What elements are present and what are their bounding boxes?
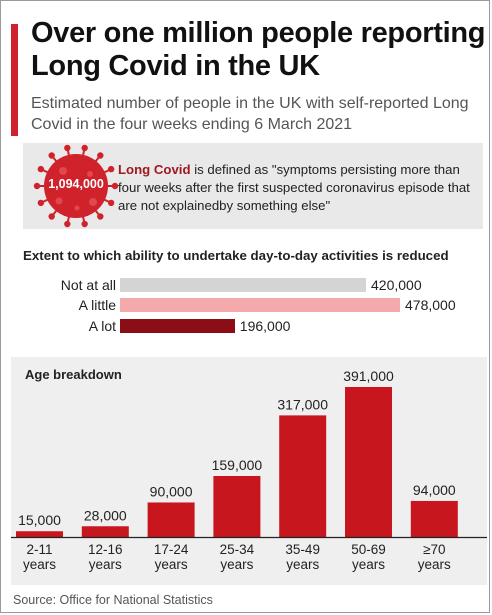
extent-bar <box>120 298 400 312</box>
extent-label: Not at all <box>60 277 116 293</box>
age-value-label: 90,000 <box>150 483 193 499</box>
age-bar <box>345 387 392 537</box>
age-category-label: 17-24 <box>154 542 189 557</box>
age-category-label: 12-16 <box>88 542 123 557</box>
extent-value-label: 478,000 <box>405 297 456 313</box>
age-value-label: 391,000 <box>343 368 394 384</box>
age-category-label: ≥70 <box>423 542 445 557</box>
age-category-label: years <box>89 557 122 572</box>
source-note: Source: Office for National Statistics <box>13 593 213 607</box>
age-value-label: 15,000 <box>18 512 61 528</box>
age-bar-chart: 15,0002-11years28,00012-16years90,00017-… <box>11 368 487 572</box>
extent-bar <box>120 319 235 333</box>
extent-bar <box>120 278 367 292</box>
age-category-label: years <box>155 557 188 572</box>
extent-value-label: 420,000 <box>371 277 422 293</box>
age-bar <box>410 500 458 537</box>
extent-value-label: 196,000 <box>239 318 291 334</box>
extent-label: A lot <box>88 318 116 334</box>
age-bar <box>81 526 129 537</box>
age-chart-panel: Age breakdown 15,000 2-11 years 28,000 12-16… <box>11 357 487 585</box>
age-category-label: 35-49 <box>285 542 320 557</box>
age-bar <box>279 415 327 537</box>
age-value-label: 317,000 <box>277 396 328 412</box>
title-accent-bar <box>11 24 18 136</box>
age-category-label: 2-11 <box>26 542 52 557</box>
page-title: Over one million people reporting Long C… <box>31 17 486 82</box>
definition-body: is defined as "symptoms persisting more … <box>118 162 470 213</box>
age-chart-title: Age breakdown <box>25 367 122 382</box>
age-bar <box>16 531 63 537</box>
total-count-badge: 1,094,000 <box>48 177 104 191</box>
definition-text: Long Covid is defined as "symptoms persi… <box>118 161 478 215</box>
age-bar <box>147 502 195 537</box>
extent-chart-title: Extent to which ability to undertake day… <box>23 248 449 263</box>
age-value-label: 94,000 <box>413 482 456 498</box>
age-value-label: 28,000 <box>84 507 127 523</box>
page-subtitle: Estimated number of people in the UK wit… <box>31 95 469 133</box>
age-category-label: 25-34 <box>220 542 255 557</box>
virus-icon <box>33 144 119 228</box>
definition-term: Long Covid <box>118 162 191 177</box>
definition-box: 1,094,000 Long Covid is defined as "symp… <box>23 143 483 229</box>
age-category-label: years <box>418 557 451 572</box>
age-bar <box>213 476 261 537</box>
age-category-label: years <box>286 557 319 572</box>
extent-label: A little <box>78 297 116 313</box>
age-category-label: years <box>220 557 253 572</box>
age-category-label: years <box>23 557 56 572</box>
age-category-label: years <box>352 557 385 572</box>
age-value-label: 159,000 <box>212 457 263 473</box>
age-category-label: 50-69 <box>351 542 386 557</box>
